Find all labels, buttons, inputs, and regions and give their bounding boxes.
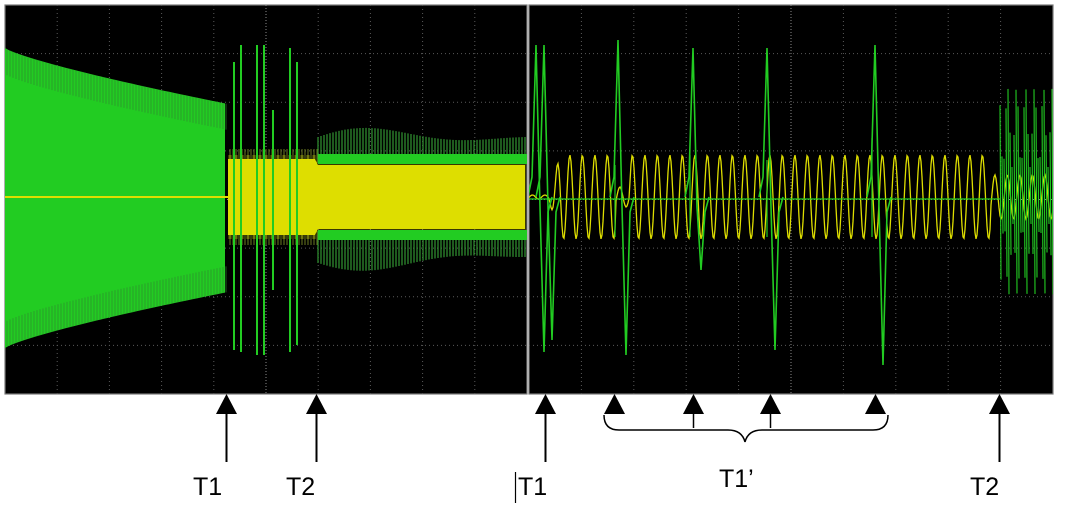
- left-marker-t2: T2: [286, 394, 327, 501]
- green-lower-edge: [318, 230, 527, 240]
- green-upper-edge: [318, 154, 527, 164]
- green-pulse-t1prime-2: [684, 47, 710, 271]
- right-t2-label: T2: [970, 473, 999, 501]
- green-pulse-t1prime-4: [866, 44, 892, 366]
- left-t2-arrowhead: [306, 394, 327, 414]
- t1prime-arrowhead-4: [865, 394, 886, 414]
- right-t2-arrowhead: [989, 394, 1010, 414]
- right-marker-t2: T2: [970, 394, 1010, 501]
- right-screen-grid: [529, 5, 1053, 394]
- right-t1prime-label: T1’: [719, 465, 754, 493]
- yellow-band-ripple: [228, 155, 526, 239]
- left-t2-label: T2: [286, 473, 315, 501]
- green-pulse-t1-b: [535, 44, 561, 341]
- green-pulse-t1prime-1: [609, 39, 635, 356]
- right-marker-t1: T1: [514, 394, 556, 503]
- right-marker-t1prime: T1’: [603, 394, 889, 493]
- right-scope-screen: [528, 4, 1054, 395]
- left-t1-arrowhead: [216, 394, 237, 414]
- t1prime-brace: [603, 414, 889, 443]
- right-t1-arrowhead: [535, 394, 556, 414]
- t1prime-arrowhead-2: [683, 394, 704, 414]
- right-annotations: T1 T1’ T2: [514, 394, 1010, 503]
- right-screen-traces: [529, 39, 1053, 366]
- right-t1-label: T1: [518, 473, 547, 501]
- left-annotations: T1 T2: [193, 394, 327, 501]
- t1prime-arrowhead-1: [604, 394, 625, 414]
- left-t1-label: T1: [193, 473, 222, 501]
- green-pulse-t1prime-3: [758, 47, 784, 351]
- t1prime-arrowhead-3: [760, 394, 781, 414]
- left-screen-traces: [5, 45, 527, 355]
- green-burst-t2: [999, 88, 1053, 295]
- green-band-after-t2: [317, 127, 526, 271]
- left-scope-screen: [4, 4, 528, 395]
- left-marker-t1: T1: [193, 394, 237, 501]
- green-envelope-hatch: [6, 49, 227, 347]
